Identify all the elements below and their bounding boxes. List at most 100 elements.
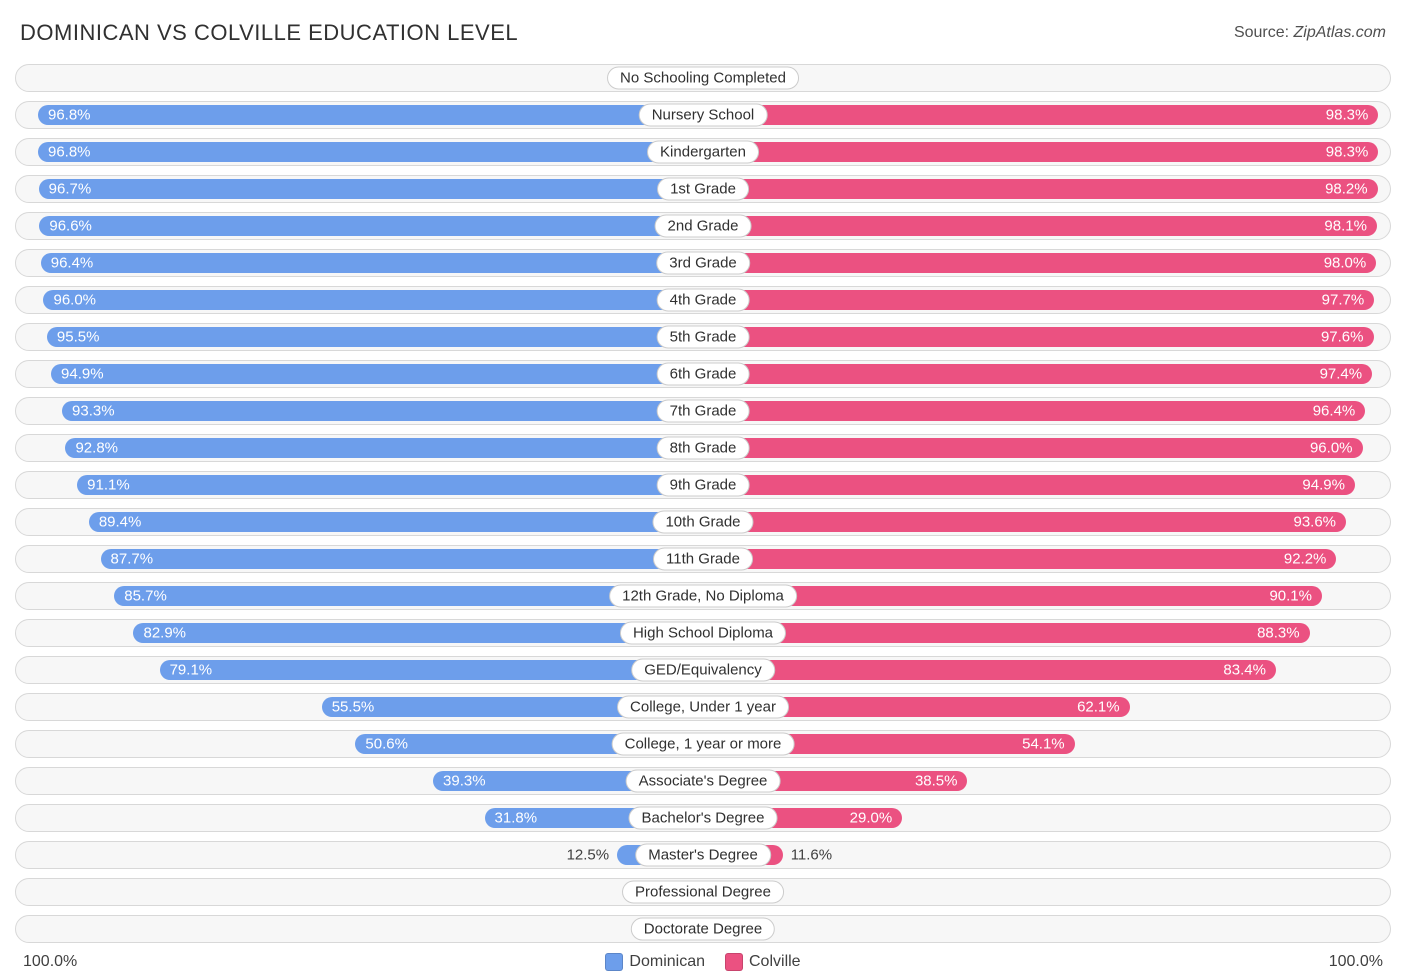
- bar-right: [703, 475, 1355, 495]
- chart-row: 89.4%93.6%10th Grade: [15, 508, 1391, 536]
- value-label-right: 29.0%: [850, 810, 893, 827]
- value-label-left: 89.4%: [99, 514, 142, 531]
- value-label-left: 96.6%: [49, 218, 92, 235]
- bar-right: [703, 623, 1310, 643]
- value-label-right: 92.2%: [1284, 551, 1327, 568]
- bar-left: [39, 216, 703, 236]
- bar-left: [77, 475, 703, 495]
- value-label-right: 38.5%: [915, 773, 958, 790]
- category-label: 1st Grade: [657, 178, 749, 201]
- value-label-right: 62.1%: [1077, 699, 1120, 716]
- bar-right: [703, 105, 1378, 125]
- category-label: Professional Degree: [622, 881, 784, 904]
- value-label-right: 97.6%: [1321, 329, 1364, 346]
- chart-container: DOMINICAN VS COLVILLE EDUCATION LEVEL So…: [0, 0, 1406, 975]
- value-label-left: 91.1%: [87, 477, 130, 494]
- value-label-left: 95.5%: [57, 329, 100, 346]
- axis-right-max: 100.0%: [1329, 953, 1383, 971]
- chart-row: 96.6% 98.1% 2nd Grade: [15, 212, 1391, 240]
- axis-left-max: 100.0%: [23, 953, 77, 971]
- value-label-right: 94.9%: [1302, 477, 1345, 494]
- value-label-right: 54.1%: [1022, 736, 1065, 753]
- value-label-right: 98.3%: [1326, 107, 1369, 124]
- value-label-left: 96.4%: [51, 255, 94, 272]
- chart-row: 96.7%98.2%1st Grade: [15, 175, 1391, 203]
- category-label: GED/Equivalency: [631, 659, 775, 682]
- value-label-left: 50.6%: [365, 736, 408, 753]
- value-label-left: 96.7%: [49, 181, 92, 198]
- bar-left: [47, 327, 703, 347]
- bar-left: [38, 142, 703, 162]
- legend: Dominican Colville: [605, 953, 800, 971]
- chart-row: 3.2%1.9%No Schooling Completed: [15, 64, 1391, 92]
- value-label-left: 85.7%: [124, 588, 167, 605]
- value-label-right: 98.3%: [1326, 144, 1369, 161]
- bar-right: [703, 660, 1276, 680]
- value-label-right: 98.0%: [1324, 255, 1367, 272]
- legend-item-left: Dominican: [605, 953, 705, 971]
- source-name: ZipAtlas.com: [1294, 24, 1386, 41]
- chart-row: 92.8%96.0%8th Grade: [15, 434, 1391, 462]
- value-label-left: 55.5%: [332, 699, 375, 716]
- bar-left: [89, 512, 703, 532]
- legend-swatch-right: [725, 953, 743, 971]
- value-label-right: 83.4%: [1223, 662, 1266, 679]
- chart-row: 31.8% 29.0% Bachelor's Degree: [15, 804, 1391, 832]
- chart-row: 3.5%3.8%Professional Degree: [15, 878, 1391, 906]
- chart-row: 87.7%92.2%11th Grade: [15, 545, 1391, 573]
- chart-row: 50.6% 54.1% College, 1 year or more: [15, 730, 1391, 758]
- value-label-right: 90.1%: [1269, 588, 1312, 605]
- chart-rows: 3.2%1.9%No Schooling Completed96.8%98.3%…: [15, 64, 1391, 943]
- category-label: 4th Grade: [657, 289, 750, 312]
- category-label: High School Diploma: [620, 622, 786, 645]
- category-label: College, 1 year or more: [612, 733, 795, 756]
- value-label-right: 11.6%: [791, 847, 832, 864]
- chart-row: 96.8% 98.3% Nursery School: [15, 101, 1391, 129]
- category-label: Bachelor's Degree: [629, 807, 778, 830]
- category-label: 2nd Grade: [655, 215, 752, 238]
- category-label: No Schooling Completed: [607, 67, 799, 90]
- category-label: 9th Grade: [657, 474, 750, 497]
- chart-row: 96.8%98.3%Kindergarten: [15, 138, 1391, 166]
- chart-row: 82.9%88.3%High School Diploma: [15, 619, 1391, 647]
- source-attribution: Source: ZipAtlas.com: [1234, 24, 1386, 42]
- value-label-left: 93.3%: [72, 403, 115, 420]
- category-label: 12th Grade, No Diploma: [609, 585, 797, 608]
- bar-right: [703, 290, 1374, 310]
- category-label: Doctorate Degree: [631, 918, 775, 941]
- legend-item-right: Colville: [725, 953, 801, 971]
- category-label: Master's Degree: [635, 844, 771, 867]
- category-label: Nursery School: [639, 104, 768, 127]
- value-label-right: 96.4%: [1313, 403, 1356, 420]
- source-prefix: Source:: [1234, 24, 1294, 41]
- value-label-right: 98.1%: [1324, 218, 1367, 235]
- category-label: 11th Grade: [653, 548, 753, 571]
- chart-row: 96.0%97.7%4th Grade: [15, 286, 1391, 314]
- bar-right: [703, 216, 1377, 236]
- bar-left: [101, 549, 703, 569]
- chart-row: 94.9%97.4%6th Grade: [15, 360, 1391, 388]
- bar-left: [38, 105, 703, 125]
- bar-right: [703, 327, 1374, 347]
- chart-row: 95.5% 97.6% 5th Grade: [15, 323, 1391, 351]
- value-label-left: 31.8%: [495, 810, 538, 827]
- bar-left: [62, 401, 703, 421]
- value-label-left: 94.9%: [61, 366, 104, 383]
- chart-row: 1.4%1.6%Doctorate Degree: [15, 915, 1391, 943]
- value-label-left: 92.8%: [75, 440, 118, 457]
- chart-row: 79.1% 83.4% GED/Equivalency: [15, 656, 1391, 684]
- chart-footer: 100.0% Dominican Colville 100.0%: [15, 953, 1391, 971]
- value-label-left: 79.1%: [170, 662, 213, 679]
- category-label: College, Under 1 year: [617, 696, 789, 719]
- category-label: 5th Grade: [657, 326, 750, 349]
- legend-label-left: Dominican: [629, 953, 705, 971]
- bar-right: [703, 512, 1346, 532]
- chart-row: 55.5% 62.1% College, Under 1 year: [15, 693, 1391, 721]
- value-label-left: 39.3%: [443, 773, 486, 790]
- value-label-left: 96.8%: [48, 107, 91, 124]
- bar-right: [703, 179, 1378, 199]
- value-label-left: 12.5%: [567, 847, 610, 864]
- bar-left: [39, 179, 703, 199]
- chart-title: DOMINICAN VS COLVILLE EDUCATION LEVEL: [20, 20, 518, 46]
- legend-label-right: Colville: [749, 953, 801, 971]
